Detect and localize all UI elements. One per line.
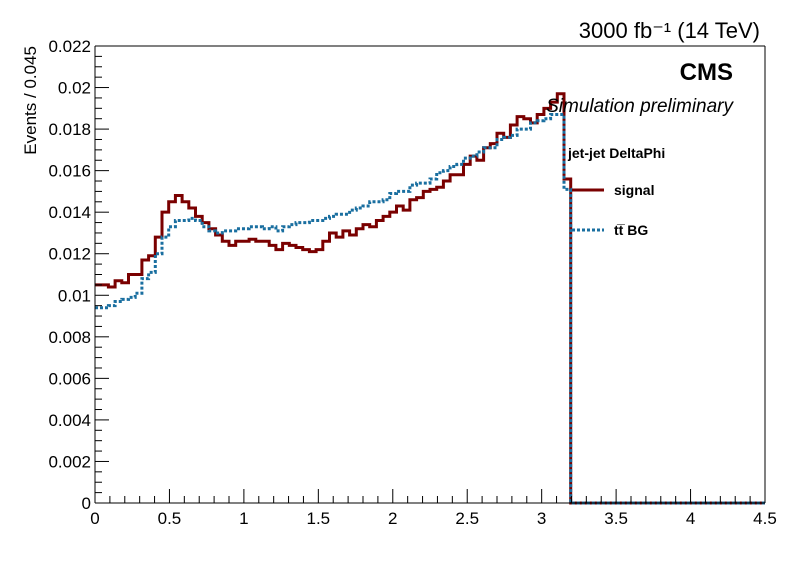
x-tick-label: 1 (239, 509, 248, 528)
legend-signal-label: signal (614, 182, 654, 198)
y-tick-label: 0.016 (48, 162, 91, 181)
y-tick-label: 0.022 (48, 37, 91, 56)
y-tick-label: 0.006 (48, 369, 91, 388)
x-ticks: 0 0.5 1 1.5 2 2.5 3 3.5 4 4.5 (90, 489, 777, 528)
header-lumi-label: 3000 fb⁻¹ (14 TeV) (579, 18, 760, 43)
y-tick-label: 0.018 (48, 120, 91, 139)
y-tick-label: 0.012 (48, 245, 91, 264)
x-tick-label: 3 (537, 509, 546, 528)
x-tick-label: 0 (90, 509, 99, 528)
legend-ttbar-label: tt̅ BG (614, 222, 648, 238)
legend: jet-jet DeltaPhi signal tt̅ BG (567, 145, 665, 238)
y-tick-label: 0.014 (48, 203, 91, 222)
x-tick-label: 3.5 (604, 509, 628, 528)
y-tick-label: 0.004 (48, 411, 91, 430)
legend-title: jet-jet DeltaPhi (567, 145, 665, 161)
y-tick-label: 0.01 (58, 286, 91, 305)
x-tick-label: 2.5 (455, 509, 479, 528)
cms-label: CMS (680, 59, 733, 86)
y-tick-label: 0 (82, 494, 91, 513)
x-tick-label: 4.5 (753, 509, 777, 528)
y-tick-label: 0.008 (48, 328, 91, 347)
x-tick-label: 1.5 (307, 509, 331, 528)
simulation-label: Simulation preliminary (546, 96, 734, 117)
x-tick-label: 2 (388, 509, 397, 528)
y-tick-label: 0.002 (48, 452, 91, 471)
y-ticks: 0 0.002 0.004 0.006 0.008 0.01 0.012 0.014 0.016… (48, 37, 109, 513)
x-tick-label: 0.5 (158, 509, 182, 528)
y-tick-label: 0.02 (58, 79, 91, 98)
y-axis-title: Events / 0.045 (21, 46, 40, 155)
x-tick-label: 4 (686, 509, 695, 528)
